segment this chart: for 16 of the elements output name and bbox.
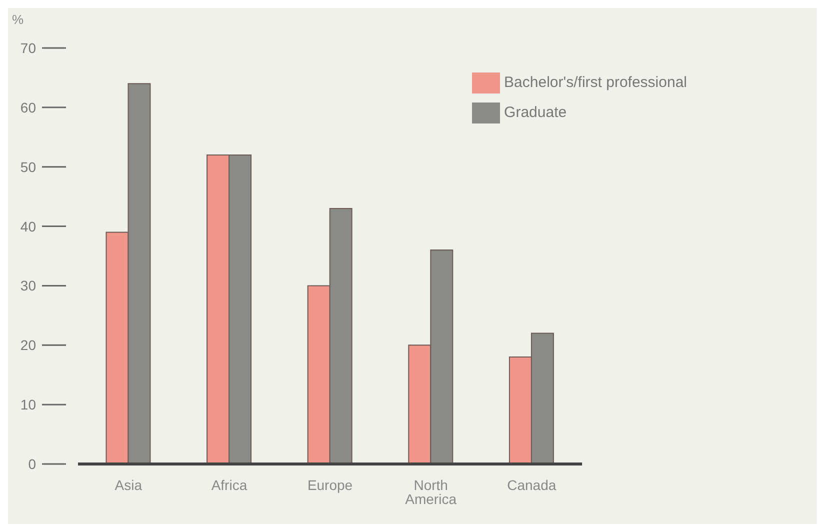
y-tick-label: 10 xyxy=(20,396,36,413)
y-tick-label: 50 xyxy=(20,158,36,175)
legend-label: Bachelor's/first professional xyxy=(504,74,687,91)
x-tick-label: Europe xyxy=(307,476,353,493)
x-tick-label: Canada xyxy=(507,476,556,493)
y-tick-label: 70 xyxy=(20,40,36,56)
x-tick-label: Africa xyxy=(211,476,248,493)
y-tick-label: 60 xyxy=(20,99,36,116)
x-tick-label: Asia xyxy=(114,476,142,493)
y-tick-label: 0 xyxy=(28,456,36,472)
y-tick-label: 40 xyxy=(20,218,36,234)
y-axis-title: % xyxy=(12,12,24,27)
legend-label: Graduate xyxy=(504,104,567,121)
y-tick-label: 30 xyxy=(20,278,36,294)
y-tick-label: 20 xyxy=(20,337,36,354)
x-tick-label: North America xyxy=(405,476,457,507)
